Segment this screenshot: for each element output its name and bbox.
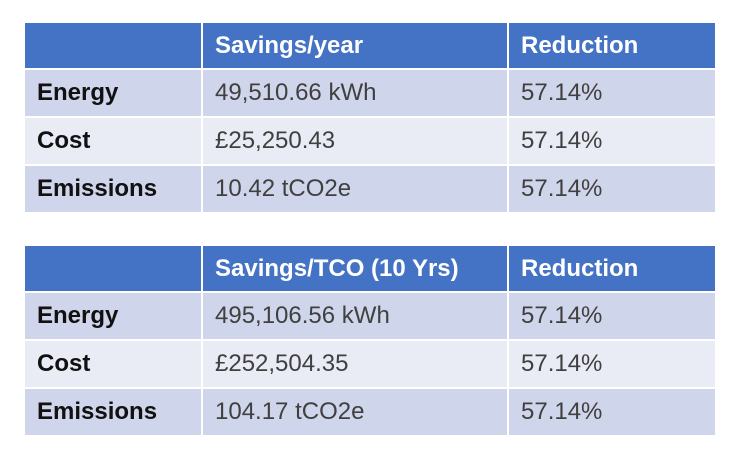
row-label-energy: Energy: [23, 68, 203, 118]
header-corner-cell: [23, 21, 203, 70]
savings-tco-table: Savings/TCO (10 Yrs) Reduction Energy 49…: [23, 244, 717, 437]
cost-reduction-value: 57.14%: [507, 339, 717, 389]
emissions-reduction-value: 57.14%: [507, 387, 717, 437]
table-row: Energy 49,510.66 kWh 57.14%: [23, 68, 717, 118]
row-label-emissions: Emissions: [23, 164, 203, 214]
energy-reduction-value: 57.14%: [507, 291, 717, 341]
cost-savings-value: £25,250.43: [201, 116, 509, 166]
row-label-cost: Cost: [23, 116, 203, 166]
row-label-cost: Cost: [23, 339, 203, 389]
header-reduction: Reduction: [507, 21, 717, 70]
row-label-emissions: Emissions: [23, 387, 203, 437]
table-header-row: Savings/TCO (10 Yrs) Reduction: [23, 244, 717, 293]
table-row: Cost £252,504.35 57.14%: [23, 339, 717, 389]
energy-reduction-value: 57.14%: [507, 68, 717, 118]
header-savings-tco: Savings/TCO (10 Yrs): [201, 244, 509, 293]
cost-reduction-value: 57.14%: [507, 116, 717, 166]
energy-savings-value: 495,106.56 kWh: [201, 291, 509, 341]
header-reduction: Reduction: [507, 244, 717, 293]
header-corner-cell: [23, 244, 203, 293]
table-row: Emissions 104.17 tCO2e 57.14%: [23, 387, 717, 437]
emissions-reduction-value: 57.14%: [507, 164, 717, 214]
energy-savings-value: 49,510.66 kWh: [201, 68, 509, 118]
table-row: Emissions 10.42 tCO2e 57.14%: [23, 164, 717, 214]
table-row: Cost £25,250.43 57.14%: [23, 116, 717, 166]
table-row: Energy 495,106.56 kWh 57.14%: [23, 291, 717, 341]
savings-per-year-table: Savings/year Reduction Energy 49,510.66 …: [23, 21, 717, 214]
emissions-savings-value: 10.42 tCO2e: [201, 164, 509, 214]
cost-savings-value: £252,504.35: [201, 339, 509, 389]
table-header-row: Savings/year Reduction: [23, 21, 717, 70]
emissions-savings-value: 104.17 tCO2e: [201, 387, 509, 437]
header-savings-year: Savings/year: [201, 21, 509, 70]
row-label-energy: Energy: [23, 291, 203, 341]
